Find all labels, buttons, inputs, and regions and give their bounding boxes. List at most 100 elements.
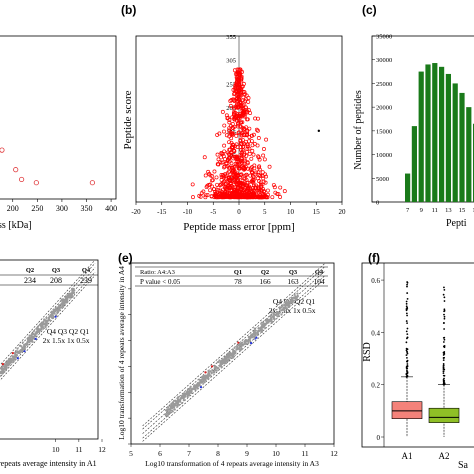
panel-b-point: [231, 97, 236, 102]
panel-b-point: [208, 173, 213, 178]
panel-c-bar: [425, 64, 431, 202]
panel-e-point: [181, 395, 184, 399]
panel-a-x-tick-label: 250: [31, 204, 43, 213]
panel-b-point: [216, 194, 221, 199]
panel-d-point: [21, 341, 24, 344]
panel-c-y-tick-label: 10000: [376, 152, 392, 159]
panel-b-point: [256, 173, 261, 177]
panel-b-point: [232, 112, 236, 117]
panel-f-outlier: [443, 317, 446, 320]
panel-d-point: [0, 374, 1, 378]
panel-e-point: [183, 392, 186, 396]
panel-b-point: [220, 191, 225, 196]
panel-d-point: [5, 363, 8, 367]
panel-b-point: [229, 136, 234, 141]
panel-d-ratio-line: [0, 275, 96, 381]
panel-b-point: [226, 183, 231, 187]
panel-b-point: [222, 129, 226, 134]
panel-f-outlier: [405, 330, 408, 333]
panel-b-point: [260, 170, 265, 175]
panel-f-outlier: [406, 327, 409, 330]
panel-f-outlier: [442, 379, 445, 382]
panel-e-point: [233, 346, 236, 349]
panel-c-y-tick-label: 0: [376, 200, 379, 207]
panel-e-point: [281, 304, 284, 308]
panel-f-outlier: [405, 308, 408, 310]
panel-b-point: [191, 195, 195, 200]
panel-b-point: [234, 189, 239, 194]
panel-d-point: [41, 325, 44, 328]
panel-d-point: [47, 318, 51, 321]
panel-b-point: [232, 107, 236, 112]
panel-e-point: [250, 341, 253, 345]
panel-d-point: [23, 347, 26, 350]
panel-b-point: [241, 81, 246, 86]
panel-d-ratio-line: [0, 259, 96, 366]
panel-f-outlier: [442, 345, 445, 348]
panel-f-outlier: [443, 338, 446, 341]
panel-d-point: [58, 304, 61, 307]
panel-d-point: [11, 355, 14, 358]
panel-b-point: [223, 195, 228, 199]
panel-f-outlier: [443, 383, 446, 386]
panel-a-frame: [0, 35, 117, 200]
panel-b-point: [228, 99, 233, 103]
panel-e-point: [190, 391, 193, 395]
panel-f-outlier: [406, 297, 409, 300]
panel-b-point: [230, 142, 235, 147]
panel-b-point: [246, 166, 250, 171]
panel-d-point: [15, 354, 19, 357]
panel-c-y-tick-label: 30000: [376, 57, 392, 64]
panel-e-point: [294, 298, 297, 302]
panel-e-table-value: 166: [259, 277, 271, 286]
panel-b-point: [221, 173, 226, 177]
panel-d-point: [28, 339, 32, 343]
panel-d-point: [68, 294, 71, 297]
panel-b-point: [262, 192, 267, 197]
panel-e-point: [269, 314, 272, 317]
panel-b-point: [224, 133, 229, 138]
panel-b-point: [241, 148, 246, 153]
panel-c-y-ticks: 0 5000 10000 15000 20000 25000 30000 35000: [372, 34, 392, 207]
panel-e-point: [244, 340, 247, 343]
panel-c-bar: [439, 66, 445, 202]
panel-b-point: [238, 185, 243, 190]
panel-d-point: [28, 334, 31, 337]
panel-b-point: [241, 152, 246, 157]
panel-b-point: [239, 160, 244, 165]
panel-b-point: [249, 192, 254, 197]
panel-d-point: [26, 343, 29, 346]
panel-b-point: [242, 167, 246, 172]
panel-b-point: [224, 162, 229, 166]
panel-d-point: [50, 311, 54, 314]
panel-e-point: [168, 408, 171, 411]
panel-b-point: [260, 173, 265, 178]
panel-e-point: [213, 367, 217, 370]
panel-b-point: [255, 143, 260, 148]
panel-b-point: [242, 161, 247, 166]
panel-e-point: [204, 371, 207, 374]
panel-c-x-ticks: 79111315171921: [406, 207, 474, 214]
panel-b-point: [232, 68, 237, 73]
panel-e-point: [217, 360, 220, 364]
panel-b-points: [190, 67, 321, 200]
panel-b-point: [245, 129, 250, 134]
panel-b-point: [238, 67, 242, 72]
panel-f-outlier: [443, 313, 445, 316]
panel-b-point: [251, 152, 256, 157]
panel-b-point: [235, 92, 240, 97]
panel-e-point: [256, 330, 260, 333]
panel-b-point: [225, 187, 230, 192]
panel-b-point: [254, 183, 259, 188]
panel-f-outlier: [405, 312, 408, 315]
panel-b-point: [270, 195, 275, 200]
panel-e-table-row-label: P value < 0.05: [140, 278, 181, 286]
panel-c-bar: [418, 71, 424, 202]
panel-e-point: [234, 350, 237, 353]
panel-b: (b) -20 -15 -10 -5 0 5 10 15 20 5510515520525530…: [121, 3, 346, 233]
panel-b-point: [236, 99, 241, 104]
panel-b-point: [256, 165, 261, 170]
panel-b-point: [257, 167, 262, 172]
panel-f-outlier: [406, 371, 408, 373]
panel-e-table-value: 163: [287, 277, 299, 286]
